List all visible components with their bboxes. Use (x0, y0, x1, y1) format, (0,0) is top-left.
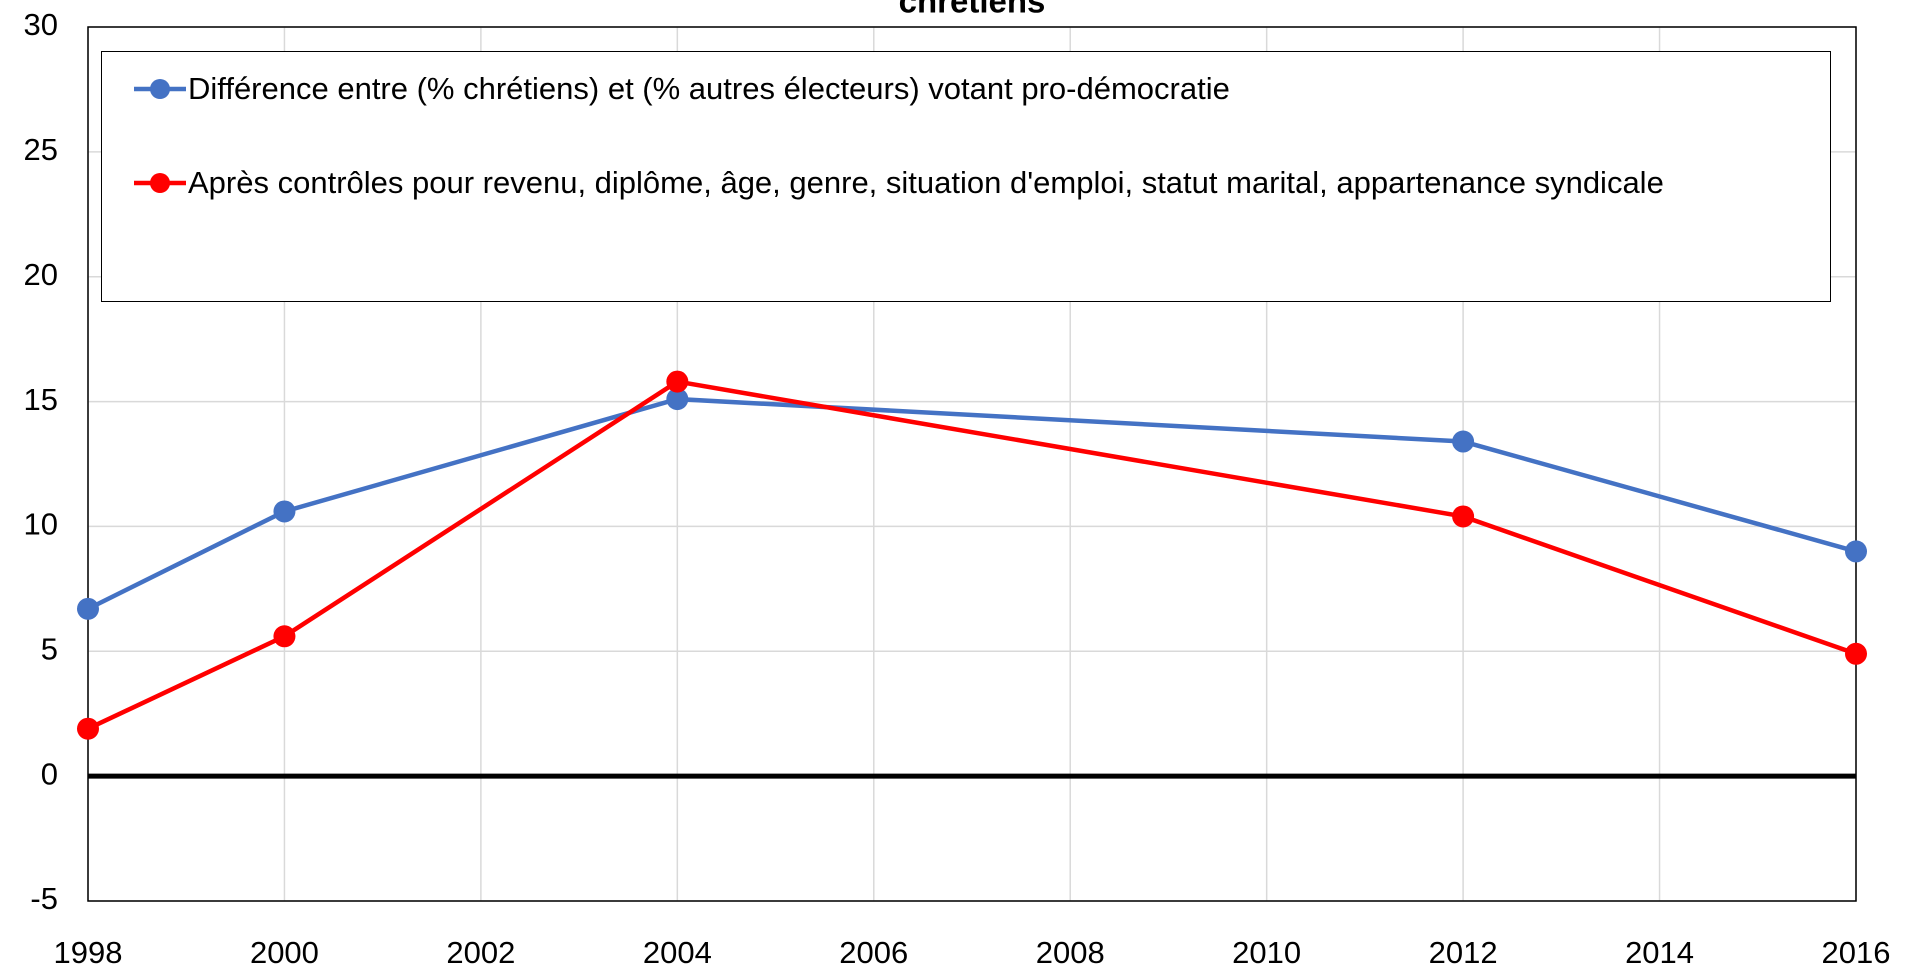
legend-marker (150, 173, 170, 193)
x-tick-label: 2004 (643, 935, 712, 970)
series-line (87, 379, 1857, 731)
data-point (1452, 430, 1475, 453)
y-tick-label: 30 (24, 7, 58, 42)
x-tick-label: 2012 (1429, 935, 1498, 970)
data-point (1845, 540, 1867, 563)
y-tick-label: 20 (24, 257, 58, 292)
data-point (1452, 505, 1475, 528)
legend-marker (150, 79, 170, 99)
legend: Différence entre (% chrétiens) et (% aut… (101, 51, 1831, 302)
data-point (273, 500, 296, 523)
y-tick-label: 15 (24, 382, 58, 417)
data-point (666, 370, 689, 393)
legend-entry: Après contrôles pour revenu, diplôme, âg… (132, 164, 1810, 202)
y-tick-label: 5 (41, 631, 58, 666)
data-point (666, 388, 689, 411)
x-tick-label: 2014 (1625, 935, 1694, 970)
data-point (273, 625, 296, 648)
plot-border (87, 26, 1857, 902)
data-point (77, 717, 99, 740)
data-point (1845, 642, 1867, 665)
legend-label: Différence entre (% chrétiens) et (% aut… (188, 71, 1230, 106)
legend-entry: Différence entre (% chrétiens) et (% aut… (132, 70, 1810, 108)
legend-swatch (134, 173, 186, 193)
x-tick-label: 2008 (1036, 935, 1105, 970)
x-tick-label: 2006 (839, 935, 908, 970)
legend-label: Après contrôles pour revenu, diplôme, âg… (188, 165, 1664, 200)
chart-title: chrétiens (899, 0, 1046, 20)
y-tick-label: 10 (24, 507, 58, 542)
x-tick-label: 2002 (446, 935, 515, 970)
legend-swatch (134, 79, 186, 99)
data-point (77, 597, 99, 620)
y-tick-label: 25 (24, 132, 58, 167)
y-tick-label: -5 (30, 881, 58, 916)
x-tick-label: 1998 (54, 935, 123, 970)
x-tick-label: 2000 (250, 935, 319, 970)
x-tick-label: 2016 (1822, 935, 1891, 970)
x-tick-label: 2010 (1232, 935, 1301, 970)
y-tick-label: 0 (41, 756, 58, 791)
